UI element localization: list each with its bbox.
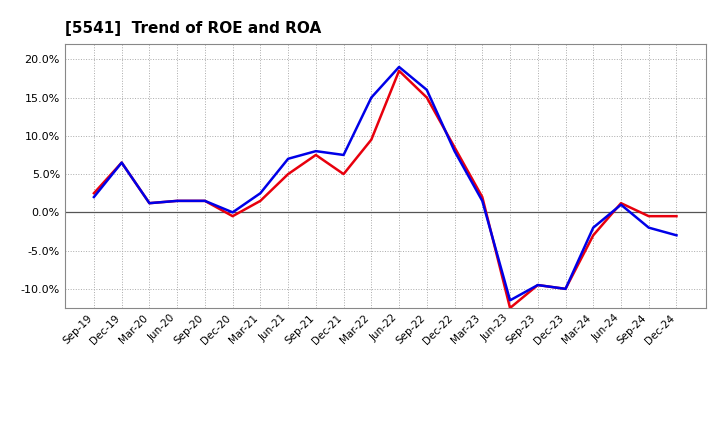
ROA	[256, 191, 265, 196]
ROA	[117, 160, 126, 165]
ROE	[589, 233, 598, 238]
ROE	[423, 95, 431, 100]
ROE	[534, 282, 542, 288]
Line: ROE: ROE	[94, 71, 677, 308]
ROE	[312, 152, 320, 158]
ROE	[145, 201, 154, 206]
ROA	[589, 225, 598, 230]
ROE	[89, 191, 98, 196]
ROE	[450, 145, 459, 150]
ROE	[561, 286, 570, 292]
ROA	[505, 298, 514, 303]
ROE	[228, 213, 237, 219]
ROA	[534, 282, 542, 288]
ROA	[478, 198, 487, 204]
Text: [5541]  Trend of ROE and ROA: [5541] Trend of ROE and ROA	[65, 21, 321, 36]
ROA	[201, 198, 210, 204]
ROA	[339, 152, 348, 158]
ROE	[201, 198, 210, 204]
Line: ROA: ROA	[94, 67, 677, 301]
ROA	[450, 148, 459, 154]
ROA	[367, 95, 376, 100]
ROA	[672, 233, 681, 238]
ROA	[89, 194, 98, 200]
ROE	[395, 68, 403, 73]
ROA	[312, 148, 320, 154]
ROE	[644, 213, 653, 219]
ROE	[256, 198, 265, 204]
ROA	[644, 225, 653, 230]
ROA	[423, 87, 431, 92]
ROE	[478, 194, 487, 200]
ROE	[616, 201, 625, 206]
ROA	[284, 156, 292, 161]
ROA	[173, 198, 181, 204]
ROE	[173, 198, 181, 204]
ROA	[561, 286, 570, 292]
ROE	[117, 160, 126, 165]
ROE	[284, 172, 292, 177]
ROA	[616, 202, 625, 207]
ROE	[339, 172, 348, 177]
ROE	[672, 213, 681, 219]
ROA	[395, 64, 403, 70]
ROA	[145, 201, 154, 206]
ROA	[228, 210, 237, 215]
ROE	[367, 137, 376, 142]
ROE	[505, 305, 514, 311]
